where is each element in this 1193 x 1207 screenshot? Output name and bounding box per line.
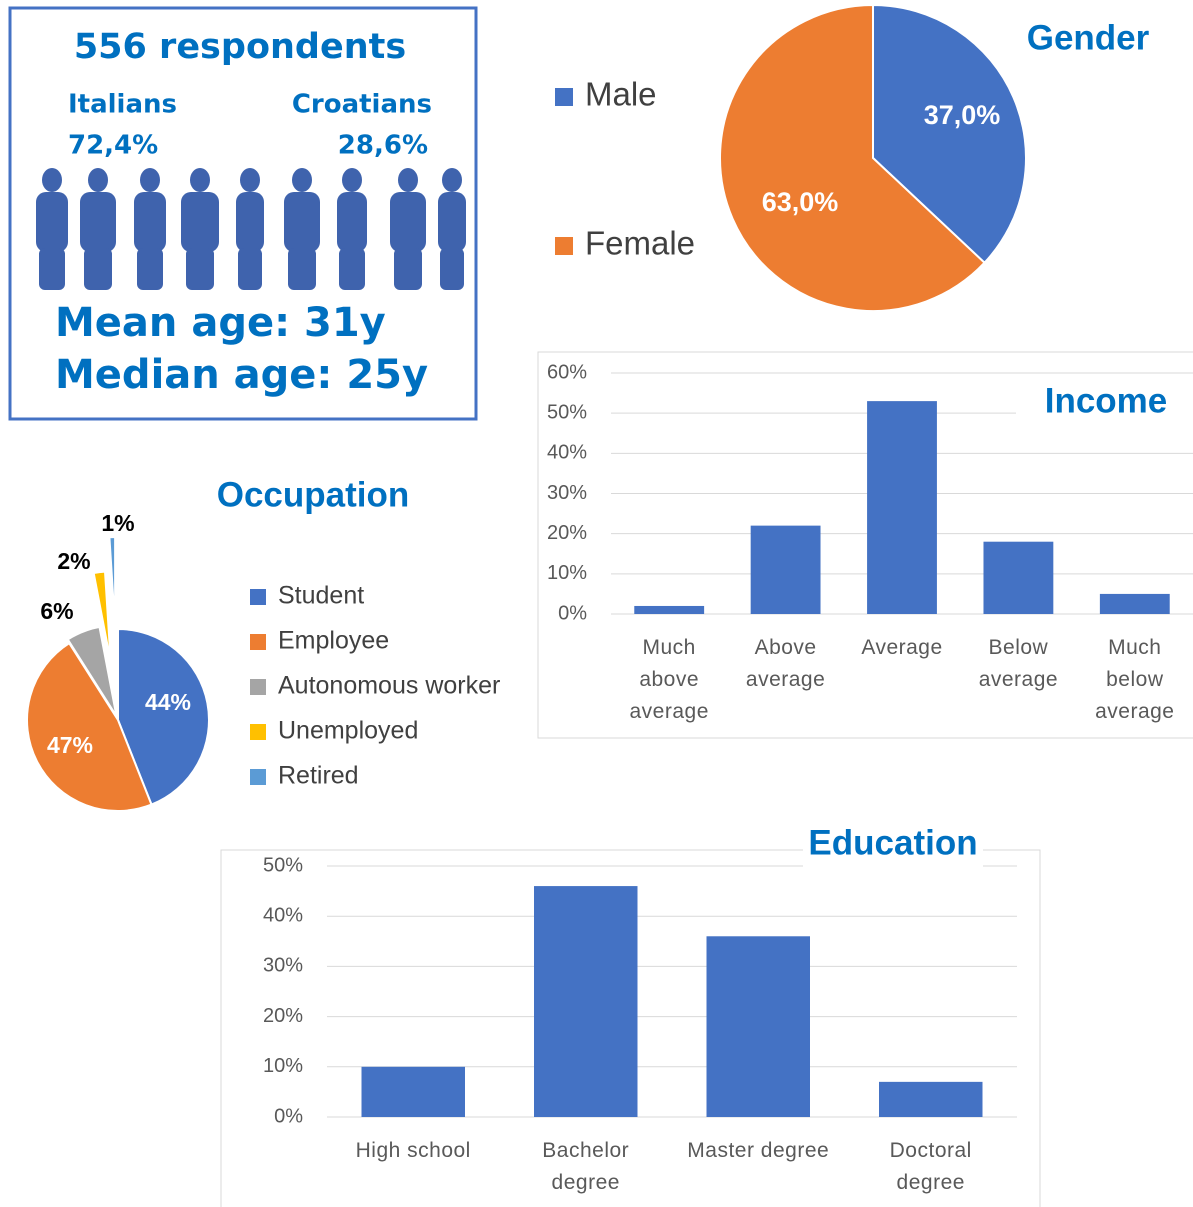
- bar: [983, 541, 1054, 614]
- y-tick-label: 20%: [263, 1005, 303, 1027]
- bar: [1099, 593, 1170, 614]
- data-label: 47%: [47, 732, 93, 758]
- pie-slice: [26, 641, 153, 812]
- legend-label: Unemployed: [278, 717, 418, 745]
- bar: [361, 1066, 465, 1117]
- x-tick-label: Below average: [978, 636, 1059, 691]
- y-tick-label: 30%: [547, 482, 587, 504]
- x-tick-label: Bachelor degree: [542, 1139, 630, 1194]
- bar: [634, 605, 705, 614]
- legend-swatch: [555, 88, 573, 106]
- chart-title: Education: [808, 823, 977, 862]
- chart-title: Occupation: [217, 475, 410, 514]
- legend-label: Male: [585, 76, 657, 113]
- y-tick-label: 20%: [547, 522, 587, 544]
- income-frame: [537, 351, 1193, 739]
- legend-label: Female: [585, 225, 695, 262]
- legend-label: Retired: [278, 762, 359, 790]
- x-tick-label: Much above average: [629, 636, 709, 723]
- croatians-share: 28,6%: [338, 131, 428, 161]
- respondents: 556 respondents: [74, 27, 406, 67]
- legend-swatch: [250, 589, 266, 605]
- pie-slice: [108, 536, 117, 629]
- chart-title: Gender: [1027, 18, 1150, 57]
- x-tick-label: Master degree: [687, 1139, 830, 1162]
- pie-slice: [66, 625, 118, 717]
- chart-title: Income: [1045, 381, 1168, 420]
- x-tick-label: Above average: [745, 636, 826, 691]
- croatians: Croatians: [292, 90, 432, 120]
- silhouettes: [36, 168, 466, 290]
- title-bg: [1016, 379, 1193, 427]
- y-tick-label: 10%: [263, 1055, 303, 1077]
- y-tick-label: 40%: [547, 442, 587, 464]
- pie-slice: [719, 3, 986, 312]
- y-tick-label: 10%: [547, 562, 587, 584]
- bar: [534, 886, 638, 1117]
- x-tick-label: Average: [861, 636, 943, 659]
- y-tick-label: 60%: [547, 361, 587, 383]
- bar: [879, 1081, 983, 1117]
- data-label: 6%: [40, 598, 73, 624]
- bar: [706, 936, 810, 1117]
- legend-label: Student: [278, 582, 364, 610]
- legend-swatch: [250, 724, 266, 740]
- bar: [867, 401, 937, 614]
- legend-label: Employee: [278, 627, 389, 655]
- y-tick-label: 50%: [263, 854, 303, 876]
- bar: [750, 525, 821, 614]
- title-bg: [803, 821, 983, 869]
- y-tick-label: 50%: [547, 401, 587, 423]
- legend-swatch: [250, 634, 266, 650]
- data-label: 37,0%: [924, 100, 1001, 130]
- data-label: 1%: [101, 510, 134, 536]
- y-tick-label: 0%: [558, 602, 587, 624]
- y-tick-label: 30%: [263, 955, 303, 977]
- y-tick-label: 0%: [274, 1105, 303, 1127]
- legend-swatch: [555, 237, 573, 255]
- legend-swatch: [250, 769, 266, 785]
- data-label: 63,0%: [762, 187, 839, 217]
- info-box: [8, 6, 478, 421]
- median-age: Median age: 25y: [55, 352, 428, 398]
- pie-slice: [117, 627, 210, 806]
- pie-slice: [92, 570, 112, 663]
- italians-share: 72,4%: [68, 131, 158, 161]
- mean-age: Mean age: 31y: [55, 300, 386, 346]
- legend-label: Autonomous worker: [278, 672, 500, 700]
- y-tick-label: 40%: [263, 904, 303, 926]
- x-tick-label: High school: [355, 1139, 471, 1162]
- italians: Italians: [68, 90, 177, 120]
- x-tick-label: Doctoral degree: [889, 1139, 972, 1194]
- legend-swatch: [250, 679, 266, 695]
- data-label: 2%: [57, 548, 90, 574]
- data-label: 44%: [145, 689, 191, 715]
- pie-slice: [872, 3, 1027, 265]
- education-frame: [220, 849, 1041, 1207]
- x-tick-label: Much below average: [1095, 636, 1175, 723]
